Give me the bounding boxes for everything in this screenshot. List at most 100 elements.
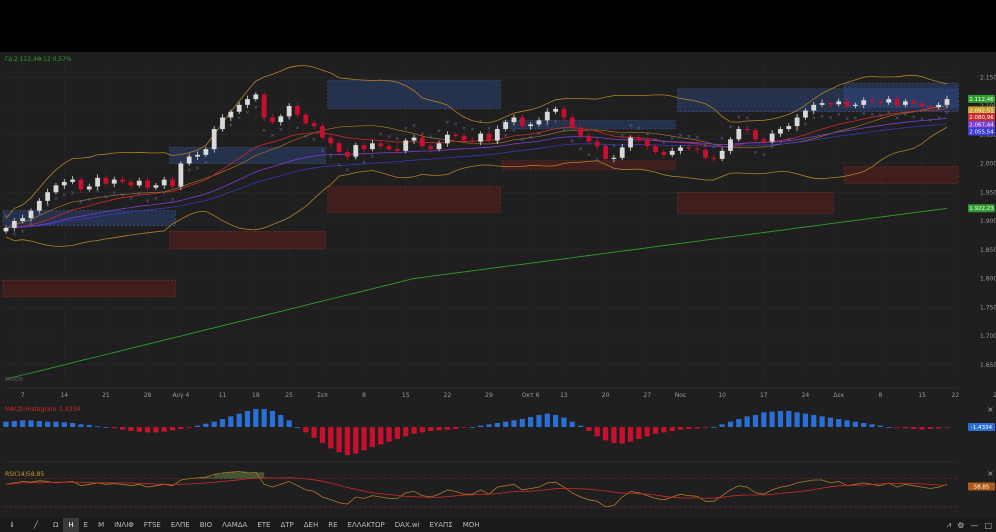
- candle-body: [678, 147, 683, 151]
- macd-bar: [144, 427, 151, 433]
- macd-bar: [827, 417, 834, 427]
- sar-marker: ×: [54, 196, 58, 202]
- macd-bar: [736, 419, 742, 427]
- sar-marker: ×: [595, 157, 599, 163]
- price-tag-label: 2.112,46: [969, 97, 994, 103]
- time-tick-label: 28: [144, 392, 152, 399]
- sar-marker: ×: [812, 116, 816, 122]
- candle-body: [170, 179, 175, 187]
- toolbar-tab-13[interactable]: ΕΛΛΑΚΤΩΡ: [347, 521, 385, 529]
- sar-marker: ×: [4, 213, 8, 219]
- toolbar-tab-0[interactable]: Ω: [53, 521, 59, 529]
- candle-body: [336, 143, 342, 152]
- macd-bar: [719, 424, 725, 427]
- toolbar-tab-10[interactable]: ΔΤΡ: [280, 521, 294, 529]
- candle-body: [361, 145, 367, 150]
- price-tag: [968, 127, 995, 136]
- toolbar-tab-5[interactable]: FTSE: [143, 521, 161, 529]
- sar-marker: ×: [412, 123, 416, 129]
- macd-bar: [669, 427, 675, 431]
- candle-body: [253, 94, 259, 100]
- rsi-tag: [968, 482, 995, 491]
- sar-marker: ×: [295, 125, 299, 131]
- macd-bar: [886, 427, 892, 428]
- price-tag-label: 2.055,54: [969, 130, 994, 136]
- chart-panel[interactable]: 1.650 1.700 1.750 1.800 1.850 1.900 1.950 2.000…: [0, 52, 996, 532]
- macd-bar: [403, 427, 409, 437]
- toolbar-tab-8[interactable]: ΛΑΜΔΑ: [222, 521, 248, 529]
- macd-bar: [777, 411, 784, 427]
- sar-marker: ×: [362, 160, 366, 166]
- toolbar-tab-4[interactable]: ΙΝΛΙΦ: [114, 521, 134, 529]
- candle-body: [45, 192, 51, 201]
- macd-bar: [911, 427, 917, 429]
- toolbar-tab-12[interactable]: RE: [328, 521, 338, 529]
- sar-marker: ×: [870, 112, 874, 118]
- candle-body: [153, 185, 159, 188]
- sar-marker: ×: [404, 126, 408, 132]
- sar-marker: ×: [270, 133, 274, 139]
- supply-zone: [677, 88, 959, 113]
- minimize-icon[interactable]: —: [970, 520, 979, 530]
- sar-marker: ×: [154, 196, 158, 202]
- macd-bar: [61, 422, 67, 427]
- draw-line-icon[interactable]: ╱: [33, 521, 39, 529]
- chart-svg[interactable]: 1.650 1.700 1.750 1.800 1.850 1.900 1.950 2.000…: [0, 52, 996, 518]
- candle-body: [944, 99, 950, 105]
- macd-bar: [211, 421, 217, 427]
- toolbar-tab-16[interactable]: ΜΟΗ: [462, 521, 480, 529]
- sar-marker: ×: [204, 160, 208, 166]
- rsi-label: RSI(14): [5, 471, 27, 478]
- sar-marker: ×: [945, 110, 949, 116]
- time-tick-label: 18: [252, 392, 260, 399]
- candle-body: [819, 103, 825, 105]
- toolbar-tab-7[interactable]: ΒΙΟ: [199, 521, 213, 529]
- rsi-sma-line: [5, 477, 948, 499]
- sar-marker: ×: [195, 166, 199, 172]
- macd-bar: [436, 427, 442, 431]
- candle-body: [486, 133, 492, 141]
- candle-body: [178, 163, 184, 187]
- time-tick-label: Νοε: [675, 392, 686, 399]
- candle-body: [278, 116, 284, 123]
- toolbar-tab-14[interactable]: DAX.wi: [394, 521, 420, 529]
- fullscreen-icon[interactable]: □: [984, 520, 992, 530]
- time-tick-label: 7: [21, 392, 25, 399]
- sar-marker: ×: [745, 116, 749, 122]
- chart-type-icon[interactable]: ⩘: [946, 520, 952, 529]
- candle-body: [70, 179, 76, 182]
- macd-bar: [802, 413, 809, 427]
- macd-bar: [203, 423, 209, 427]
- sar-marker: ×: [229, 122, 233, 128]
- macd-label: MACD-Histogram: [5, 406, 56, 413]
- toolbar-tab-2[interactable]: Ε: [83, 521, 89, 529]
- sar-marker: ×: [71, 190, 75, 196]
- price-tag-label: 2.092,51: [969, 108, 994, 114]
- settings-icon[interactable]: ⚙: [957, 520, 965, 530]
- toolbar-tab-11[interactable]: ΔΕΗ: [303, 521, 319, 529]
- toolbar-tab-1[interactable]: H: [63, 518, 79, 532]
- candle-body: [927, 106, 933, 108]
- info-icon[interactable]: ℹ: [10, 521, 14, 529]
- candle-body: [794, 117, 800, 127]
- toolbar-tab-15[interactable]: ΕΥΑΠΣ: [429, 521, 453, 529]
- price-tag: [968, 94, 995, 103]
- macd-bar: [136, 427, 142, 432]
- toolbar-tab-6[interactable]: ΕΛΠΕ: [170, 521, 190, 529]
- sar-marker: ×: [162, 190, 166, 196]
- macd-bar: [561, 417, 567, 427]
- sar-marker: ×: [554, 120, 558, 126]
- macd-bar: [727, 421, 734, 427]
- sar-marker: ×: [753, 150, 757, 156]
- macd-bar: [269, 411, 276, 427]
- candle-body: [877, 101, 883, 103]
- macd-bar: [919, 427, 925, 430]
- time-tick-label: 15: [918, 392, 926, 399]
- sar-marker: ×: [895, 116, 899, 122]
- toolbar-tab-9[interactable]: ΕΤΕ: [257, 521, 271, 529]
- sar-marker: ×: [920, 117, 924, 123]
- candle-body: [53, 185, 59, 193]
- toolbar-tab-3[interactable]: Μ: [98, 521, 105, 529]
- macd-bar: [769, 411, 775, 427]
- candle-body: [828, 103, 833, 105]
